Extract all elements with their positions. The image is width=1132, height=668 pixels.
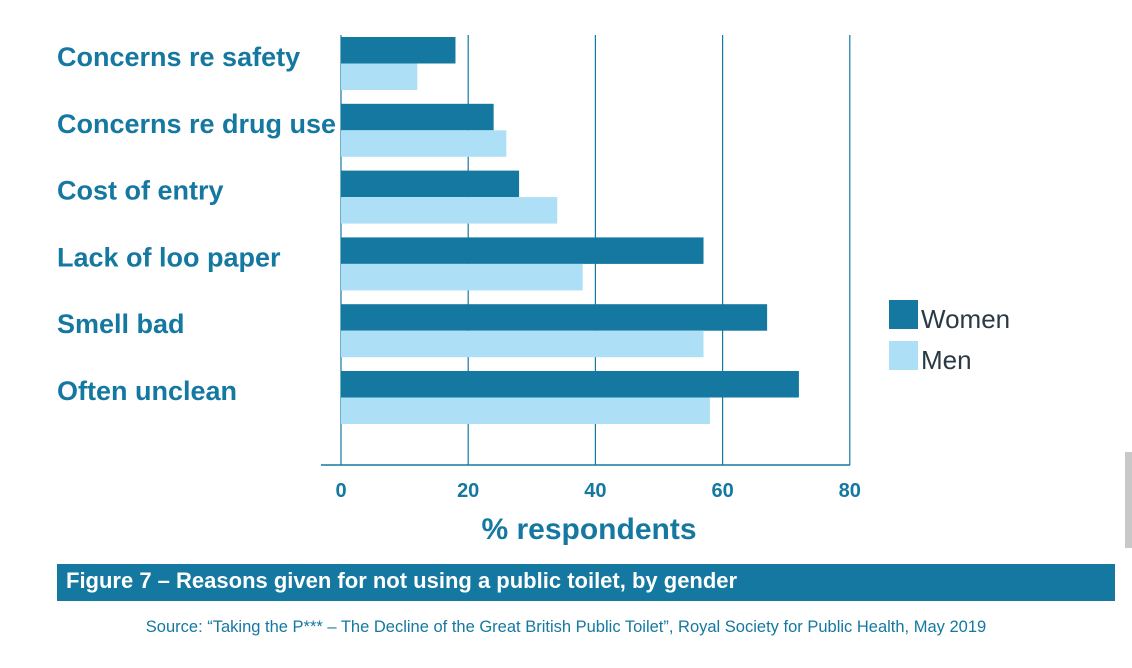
category-label: Cost of entry <box>57 176 224 206</box>
bar-women-1 <box>341 103 494 131</box>
bar-women-3 <box>341 237 704 264</box>
category-label: Concerns re safety <box>57 42 300 72</box>
bar-men-2 <box>341 197 558 224</box>
category-label: Smell bad <box>57 309 185 339</box>
bars <box>341 37 799 424</box>
bar-men-0 <box>341 63 418 90</box>
category-label: Concerns re drug use <box>57 109 336 139</box>
x-tick-20: 20 <box>457 480 479 502</box>
category-label: Lack of loo paper <box>57 242 281 272</box>
bar-women-5 <box>341 371 799 398</box>
x-axis-title: % respondents <box>481 513 696 546</box>
x-tick-40: 40 <box>584 480 606 502</box>
x-tick-60: 60 <box>711 480 733 502</box>
source-note: Source: “Taking the P*** – The Decline o… <box>145 618 987 636</box>
bar-men-3 <box>341 263 583 291</box>
category-labels: Concerns re safety Concerns re drug use Co… <box>57 42 336 406</box>
bar-women-0 <box>341 37 456 64</box>
x-tick-labels: 0 20 40 60 80 <box>335 480 860 502</box>
bar-men-1 <box>341 130 507 157</box>
category-label: Often unclean <box>57 376 237 406</box>
figure-caption: Figure 7 – Reasons given for not using a… <box>66 568 738 593</box>
legend-label-men: Men <box>921 345 972 375</box>
edge-mark <box>1125 452 1132 548</box>
legend-swatch-women <box>889 300 918 329</box>
bar-chart: Concerns re safety Concerns re drug use Co… <box>57 35 1010 546</box>
bar-men-5 <box>341 397 710 424</box>
figure-caption-bar: Figure 7 – Reasons given for not using a… <box>57 564 1115 601</box>
x-tick-0: 0 <box>335 480 346 502</box>
bar-men-4 <box>341 330 704 358</box>
bar-women-2 <box>341 170 520 198</box>
legend-swatch-men <box>889 341 918 370</box>
legend-label-women: Women <box>921 304 1010 334</box>
bar-women-4 <box>341 304 768 331</box>
x-tick-80: 80 <box>839 480 861 502</box>
legend: Women Men <box>889 300 1010 375</box>
